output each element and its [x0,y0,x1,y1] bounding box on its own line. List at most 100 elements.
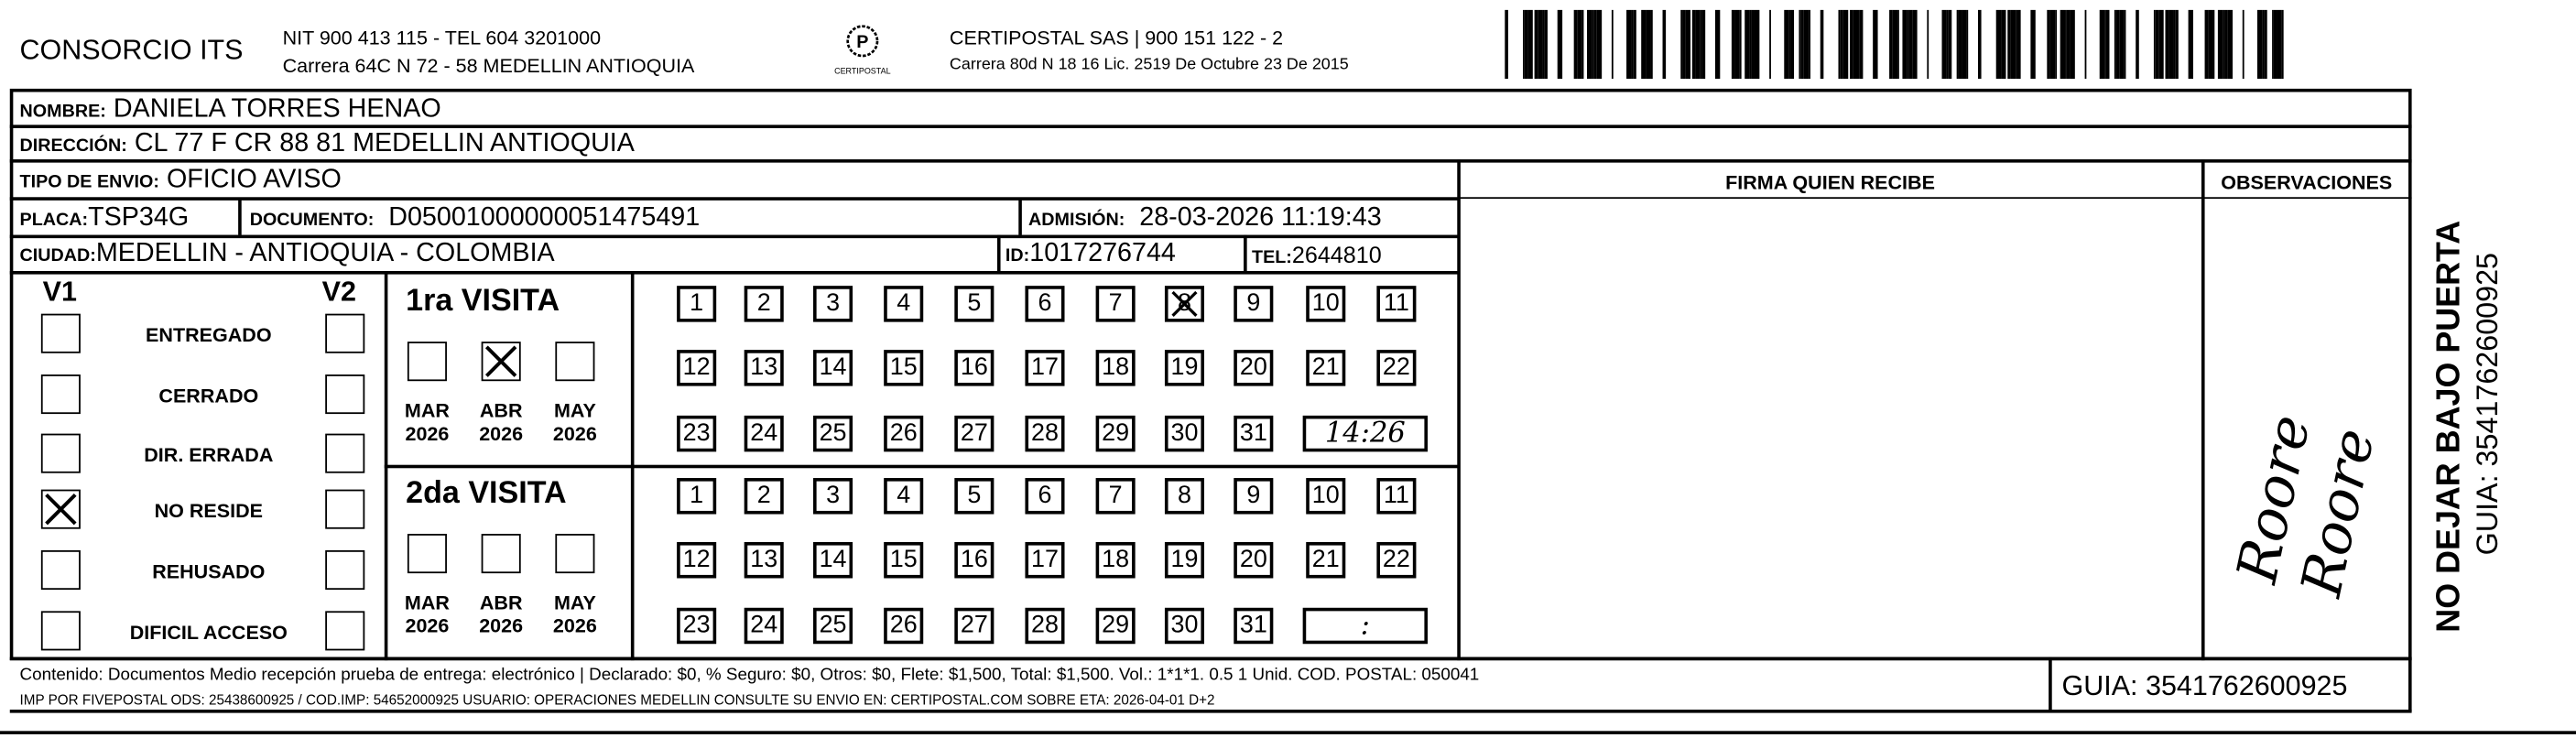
day-box[interactable]: 27 [954,607,995,645]
barcode-bar [2165,9,2169,80]
day-box[interactable]: 19 [1164,350,1205,386]
day-box[interactable]: 13 [744,350,784,386]
day-box[interactable]: 12 [677,542,717,579]
day-box[interactable]: 14 [813,542,853,579]
v1-checkbox[interactable] [40,374,81,415]
day-box[interactable]: 17 [1025,542,1065,579]
day-box[interactable]: 2 [744,478,784,515]
v1-checkbox[interactable] [40,489,81,529]
status-label: DIFICIL ACCESO [129,621,288,645]
company-name: CONSORCIO ITS [19,34,244,66]
day-box[interactable]: 1 [677,478,717,515]
day-box[interactable]: 4 [884,478,924,515]
day-box[interactable]: 21 [1306,350,1346,386]
day-box[interactable]: 27 [954,415,995,452]
day-box[interactable]: 17 [1025,350,1065,386]
day-box[interactable]: 18 [1095,350,1136,386]
v2-checkbox[interactable] [325,433,365,473]
day-box[interactable]: 7 [1095,478,1136,515]
month-checkbox[interactable] [481,534,521,574]
v1-checkbox[interactable] [40,433,81,473]
barcode-bar [2070,9,2075,80]
tipo-envio-field: TIPO DE ENVIO: OFICIO AVISO [19,166,342,194]
day-box[interactable]: 14 [813,350,853,386]
month-checkbox[interactable] [407,534,447,574]
day-box[interactable]: 24 [744,607,784,645]
signature-area[interactable] [1479,203,2199,657]
time-box[interactable]: 14:26 [1302,415,1428,452]
day-box[interactable]: 9 [1234,478,1274,515]
day-box[interactable]: 12 [677,350,717,386]
day-box[interactable]: 11 [1376,478,1417,515]
day-box[interactable]: 5 [954,286,995,322]
barcode-bar [2188,9,2193,80]
month-checkbox[interactable] [555,342,595,382]
day-box[interactable]: 22 [1376,542,1417,579]
barcode-bar [1784,9,1789,80]
day-box[interactable]: 25 [813,607,853,645]
day-box[interactable]: 30 [1164,415,1205,452]
day-box[interactable]: 6 [1025,286,1065,322]
v2-checkbox[interactable] [325,549,365,591]
day-box[interactable]: 3 [813,478,853,515]
day-box[interactable]: 25 [813,415,853,452]
day-box[interactable]: 26 [884,607,924,645]
day-box[interactable]: 10 [1306,286,1346,322]
month-checkbox[interactable] [555,534,595,574]
month-checkbox[interactable] [407,342,447,382]
day-box[interactable]: 1 [677,286,717,322]
day-box[interactable]: 22 [1376,350,1417,386]
day-box[interactable]: 6 [1025,478,1065,515]
day-box[interactable]: 8 [1164,286,1205,322]
day-box[interactable]: 13 [744,542,784,579]
day-box[interactable]: 31 [1234,607,1274,645]
day-box[interactable]: 23 [677,415,717,452]
day-box[interactable]: 4 [884,286,924,322]
barcode-bar [1853,9,1859,80]
day-box[interactable]: 30 [1164,607,1205,645]
day-box[interactable]: 3 [813,286,853,322]
day-box[interactable]: 26 [884,415,924,452]
v2-checkbox[interactable] [325,313,365,353]
barcode-bar [1977,9,1982,80]
day-box[interactable]: 31 [1234,415,1274,452]
day-box[interactable]: 23 [677,607,717,645]
day-box[interactable]: 8 [1164,478,1205,515]
day-box[interactable]: 7 [1095,286,1136,322]
barcode-bar [1941,9,1947,80]
v2-checkbox[interactable] [325,489,365,529]
day-box[interactable]: 29 [1095,415,1136,452]
v1-checkbox[interactable] [40,313,81,353]
day-box[interactable]: 28 [1025,415,1065,452]
day-box[interactable]: 15 [884,350,924,386]
barcode-bar [2007,9,2011,80]
day-box[interactable]: 5 [954,478,995,515]
v2-checkbox[interactable] [325,611,365,651]
tel-field: TEL:2644810 [1252,241,1382,268]
day-box[interactable]: 20 [1234,350,1274,386]
v1-checkbox[interactable] [40,611,81,651]
day-box[interactable]: 16 [954,350,995,386]
day-box[interactable]: 10 [1306,478,1346,515]
day-box[interactable]: 21 [1306,542,1346,579]
day-box[interactable]: 11 [1376,286,1417,322]
barcode-bar [2158,9,2164,80]
v1-checkbox[interactable] [40,549,81,591]
day-box[interactable]: 28 [1025,607,1065,645]
day-box[interactable]: 19 [1164,542,1205,579]
day-box[interactable]: 20 [1234,542,1274,579]
placa-field: PLACA:TSP34G [19,203,190,232]
day-box[interactable]: 18 [1095,542,1136,579]
barcode-bar [1577,9,1582,80]
documento-field: DOCUMENTO: D05001000000051475491 [249,203,701,232]
v2-checkbox[interactable] [325,374,365,415]
day-box[interactable]: 24 [744,415,784,452]
day-box[interactable]: 15 [884,542,924,579]
day-box[interactable]: 9 [1234,286,1274,322]
month-checkbox[interactable] [481,342,521,382]
barcode-bar [1631,9,1634,80]
day-box[interactable]: 29 [1095,607,1136,645]
day-box[interactable]: 16 [954,542,995,579]
time-box[interactable]: : [1302,607,1428,645]
day-box[interactable]: 2 [744,286,784,322]
